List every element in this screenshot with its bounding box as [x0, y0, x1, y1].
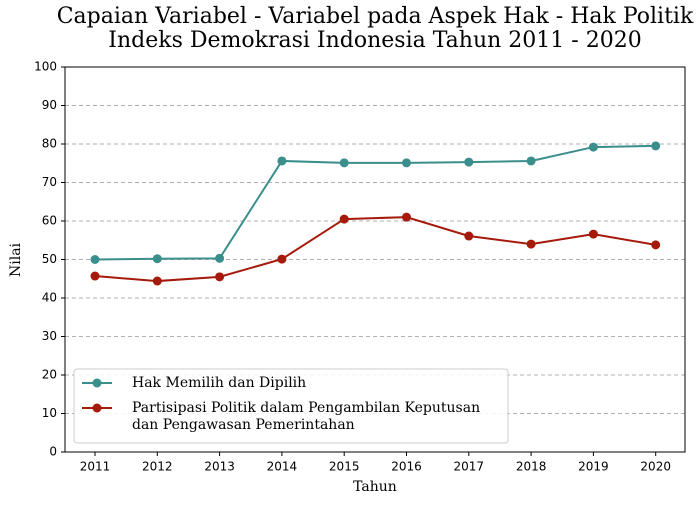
legend-box — [73, 368, 509, 444]
point — [277, 254, 287, 264]
chart-title: Capaian Variabel - Variabel pada Aspek H… — [57, 4, 694, 53]
point — [402, 212, 411, 222]
x-tick-label: 2018 — [516, 460, 547, 474]
point — [526, 239, 536, 249]
point — [152, 276, 162, 286]
x-axis-label: Tahun — [353, 479, 397, 495]
point — [339, 214, 349, 224]
y-tick-label: 30 — [42, 329, 57, 343]
y-tick-label: 40 — [42, 291, 57, 305]
point — [526, 156, 536, 166]
point — [339, 158, 349, 168]
y-tick-label: 80 — [42, 137, 57, 151]
point — [588, 229, 598, 239]
y-tick-label: 20 — [42, 368, 57, 382]
plot-frame — [64, 66, 686, 453]
point — [90, 255, 100, 264]
y-tick-label: 90 — [42, 98, 57, 112]
point — [402, 158, 411, 168]
x-tick-label: 2017 — [454, 460, 485, 474]
x-tick-label: 2011 — [80, 460, 111, 474]
y-tick-label: 100 — [34, 60, 57, 74]
point — [152, 254, 162, 264]
point — [651, 141, 661, 151]
y-tick-label: 0 — [49, 445, 57, 459]
x-tick-label: 2013 — [204, 460, 235, 474]
y-tick-label: 70 — [42, 175, 57, 189]
y-axis-label: Nilai — [8, 242, 24, 277]
y-tick-label: 60 — [42, 214, 57, 228]
point — [464, 231, 474, 241]
point — [651, 240, 661, 250]
series-line — [94, 144, 656, 261]
point — [588, 142, 598, 152]
point — [215, 253, 225, 263]
y-tick-label: 50 — [42, 252, 57, 266]
x-tick-label: 2015 — [329, 460, 360, 474]
x-tick-label: 2019 — [578, 460, 609, 474]
x-tick-label: 2014 — [267, 460, 298, 474]
series-line — [94, 216, 656, 283]
x-tick-label: 2012 — [142, 460, 173, 474]
point — [464, 157, 474, 167]
x-tick-label: 2016 — [391, 460, 422, 474]
legend-marker — [92, 378, 102, 388]
y-tick-label: 10 — [42, 406, 57, 420]
legend-label: Partisipasi Politik dalam Pengambilan Ke… — [132, 400, 480, 433]
point — [215, 272, 225, 282]
point — [277, 156, 287, 166]
legend-marker — [92, 403, 102, 413]
legend-label: Hak Memilih dan Dipilih — [132, 375, 306, 391]
point — [90, 271, 100, 281]
x-tick-label: 2020 — [640, 460, 671, 474]
